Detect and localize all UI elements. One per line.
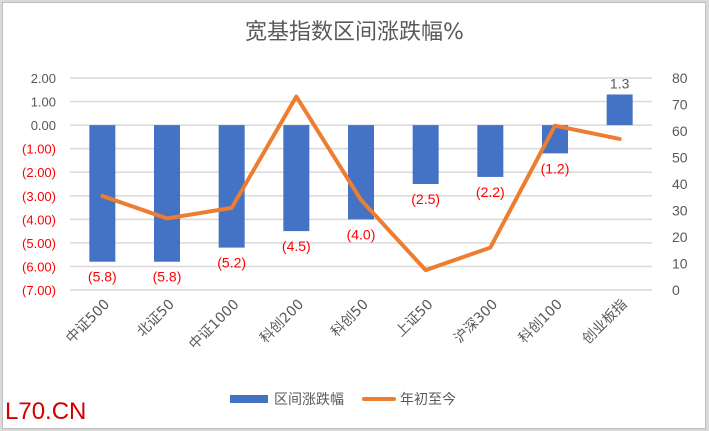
category-label: 科创200 [257,297,307,347]
bar-科创50 [348,125,374,220]
bar-沪深300 [477,125,504,177]
bar-上证50 [412,125,439,184]
data-label: (1.2) [541,160,570,176]
left-axis-tick: (3.00) [22,189,56,204]
category-label: 上证50 [393,297,437,341]
bar-中证500 [89,125,116,262]
category-label: 中证1000 [186,297,242,353]
left-axis-tick: (4.00) [22,212,56,227]
watermark: L70.CN [5,398,87,425]
data-label: (2.5) [411,191,440,207]
category-label: 创业板指 [580,297,631,348]
left-axis-tick: (6.00) [22,259,56,274]
category-label: 中证500 [63,297,113,347]
bar-科创200 [283,125,310,232]
right-axis-tick: 70 [672,97,688,113]
legend-line-label: 年初至今 [400,392,456,408]
right-axis-tick: 0 [672,282,680,298]
left-axis-tick: (7.00) [22,283,56,298]
chart-title: 宽基指数区间涨跌幅% [245,20,464,45]
category-label: 北证50 [134,297,178,341]
left-axis-tick: 2.00 [31,71,56,86]
data-label: (4.5) [282,238,311,254]
legend-bar-swatch-icon [230,395,268,403]
data-label: (2.2) [476,184,505,200]
category-label: 科创50 [328,297,372,341]
bar-创业板指 [606,94,633,126]
left-axis-tick: 0.00 [31,118,56,133]
left-axis-tick: (2.00) [22,165,56,180]
right-axis-tick: 20 [672,229,688,245]
line-series [100,94,622,273]
category-label: 科创100 [516,297,566,347]
category-label: 沪深300 [451,297,501,347]
legend-bar-label: 区间涨跌幅 [274,392,344,408]
right-axis-tick: 30 [672,203,688,219]
data-label: (4.0) [347,226,376,242]
right-axis-tick: 80 [672,70,688,86]
data-label: (5.8) [153,269,182,285]
right-axis-tick: 60 [672,123,688,139]
right-axis-tick: 50 [672,150,688,166]
right-axis-tick: 10 [672,256,688,272]
data-label: (5.8) [88,269,117,285]
data-label: 1.3 [610,75,630,91]
left-axis-tick: (5.00) [22,236,56,251]
left-axis-tick: (1.00) [22,142,56,157]
right-axis-tick: 40 [672,176,688,192]
data-label: (5.2) [217,255,246,271]
legend-line-swatch-icon [362,397,396,401]
left-axis-tick: 1.00 [31,95,56,110]
bar-中证1000 [218,125,245,248]
bar-北证50 [154,125,180,262]
legend: 区间涨跌幅 年初至今 [230,389,456,409]
